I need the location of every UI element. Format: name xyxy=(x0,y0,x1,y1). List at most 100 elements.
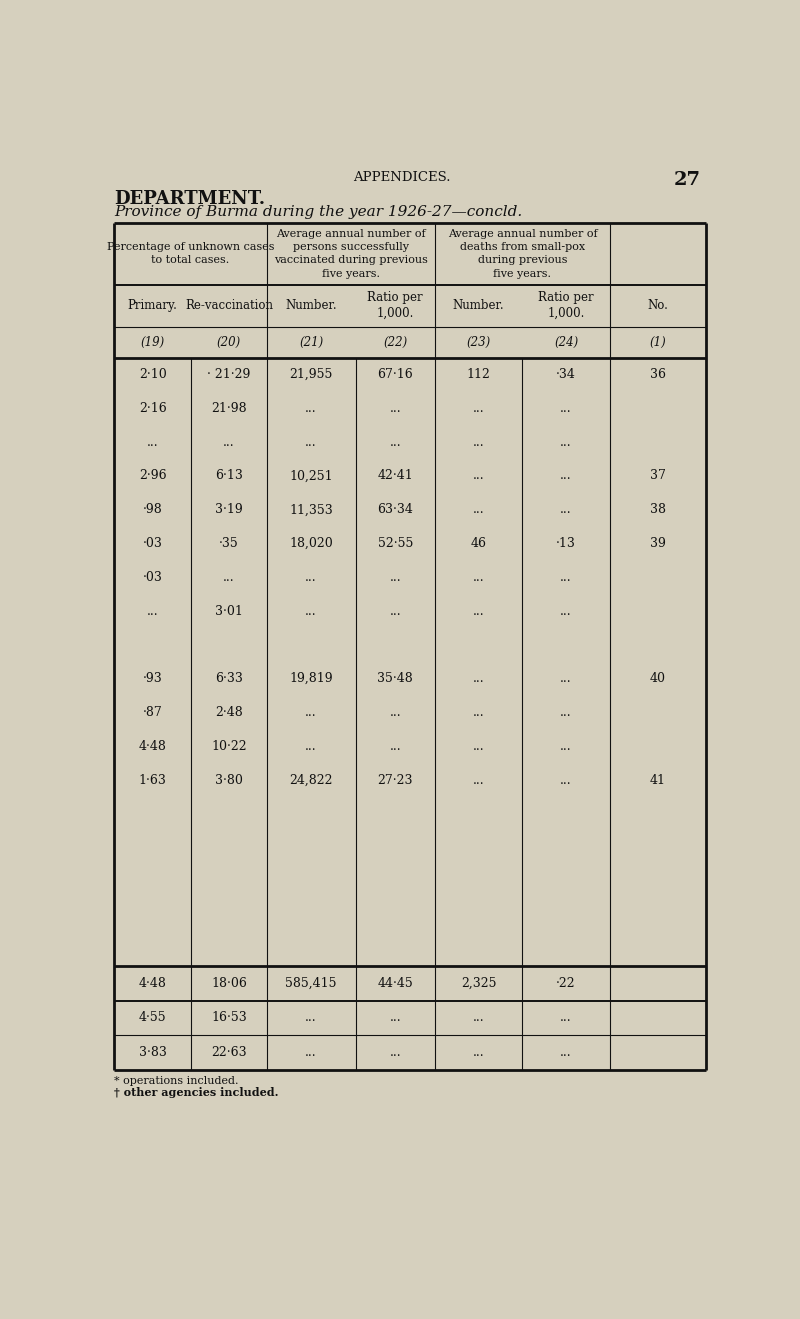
Text: 18,020: 18,020 xyxy=(290,537,333,550)
Text: † other agencies included.: † other agencies included. xyxy=(114,1087,278,1097)
Text: 19,819: 19,819 xyxy=(290,673,333,686)
Text: ...: ... xyxy=(473,1012,485,1025)
Text: ...: ... xyxy=(560,740,572,753)
Text: ...: ... xyxy=(306,706,317,719)
Text: ...: ... xyxy=(306,740,317,753)
Text: ...: ... xyxy=(560,470,572,483)
Text: ...: ... xyxy=(147,604,158,617)
Text: 6·33: 6·33 xyxy=(215,673,243,686)
Text: 35·48: 35·48 xyxy=(378,673,413,686)
Text: (19): (19) xyxy=(141,336,165,348)
Text: Percentage of unknown cases
to total cases.: Percentage of unknown cases to total cas… xyxy=(106,243,274,265)
Text: ...: ... xyxy=(473,504,485,516)
Text: ...: ... xyxy=(306,435,317,448)
Text: ·03: ·03 xyxy=(142,537,162,550)
Text: 24,822: 24,822 xyxy=(290,774,333,786)
Text: ...: ... xyxy=(223,435,235,448)
Text: ...: ... xyxy=(560,673,572,686)
Text: 2,325: 2,325 xyxy=(461,977,496,989)
Text: 2·16: 2·16 xyxy=(139,402,166,415)
Text: Ratio per
1,000.: Ratio per 1,000. xyxy=(367,291,423,321)
Text: Number.: Number. xyxy=(286,299,337,313)
Text: ...: ... xyxy=(560,571,572,584)
Text: ...: ... xyxy=(147,435,158,448)
Text: Average annual number of
deaths from small-pox
during previous
five years.: Average annual number of deaths from sma… xyxy=(447,230,597,278)
Text: ...: ... xyxy=(560,1012,572,1025)
Text: 63·34: 63·34 xyxy=(378,504,414,516)
Text: ...: ... xyxy=(390,706,401,719)
Text: ...: ... xyxy=(390,435,401,448)
Text: ...: ... xyxy=(560,774,572,786)
Text: 3·83: 3·83 xyxy=(138,1046,166,1059)
Text: 27·23: 27·23 xyxy=(378,774,413,786)
Text: ·34: ·34 xyxy=(556,368,576,381)
Text: 37: 37 xyxy=(650,470,666,483)
Text: (20): (20) xyxy=(217,336,241,348)
Text: 4·55: 4·55 xyxy=(139,1012,166,1025)
Text: ...: ... xyxy=(560,1046,572,1059)
Text: · 21·29: · 21·29 xyxy=(207,368,250,381)
Text: * operations included.: * operations included. xyxy=(114,1076,238,1086)
Text: (22): (22) xyxy=(383,336,407,348)
Text: 42·41: 42·41 xyxy=(378,470,413,483)
Text: ...: ... xyxy=(306,571,317,584)
Text: ·98: ·98 xyxy=(143,504,162,516)
Text: ...: ... xyxy=(473,470,485,483)
Text: 112: 112 xyxy=(466,368,490,381)
Text: ...: ... xyxy=(306,1012,317,1025)
Text: 40: 40 xyxy=(650,673,666,686)
Text: ...: ... xyxy=(473,706,485,719)
Text: 16·53: 16·53 xyxy=(211,1012,247,1025)
Text: Number.: Number. xyxy=(453,299,505,313)
Text: ...: ... xyxy=(473,1046,485,1059)
Text: ...: ... xyxy=(390,604,401,617)
Text: ...: ... xyxy=(306,402,317,415)
Text: (23): (23) xyxy=(466,336,490,348)
Text: ·87: ·87 xyxy=(143,706,162,719)
Text: 52·55: 52·55 xyxy=(378,537,413,550)
Text: ...: ... xyxy=(560,706,572,719)
Text: ...: ... xyxy=(560,504,572,516)
Text: 44·45: 44·45 xyxy=(378,977,413,989)
Text: 18·06: 18·06 xyxy=(211,977,247,989)
Text: ·03: ·03 xyxy=(142,571,162,584)
Text: ...: ... xyxy=(223,571,235,584)
Text: 21,955: 21,955 xyxy=(290,368,333,381)
Text: 41: 41 xyxy=(650,774,666,786)
Text: Ratio per
1,000.: Ratio per 1,000. xyxy=(538,291,594,321)
Text: ...: ... xyxy=(560,435,572,448)
Text: 6·13: 6·13 xyxy=(215,470,243,483)
Text: DEPARTMENT.: DEPARTMENT. xyxy=(114,190,265,208)
Text: 46: 46 xyxy=(470,537,486,550)
Text: ·93: ·93 xyxy=(143,673,162,686)
Text: 4·48: 4·48 xyxy=(138,740,166,753)
Text: No.: No. xyxy=(647,299,669,313)
Text: ...: ... xyxy=(560,604,572,617)
Text: 3·01: 3·01 xyxy=(215,604,243,617)
Text: Province of Burma during the year 1926-27—concld.: Province of Burma during the year 1926-2… xyxy=(114,206,522,219)
Text: 2·48: 2·48 xyxy=(215,706,243,719)
Text: (24): (24) xyxy=(554,336,578,348)
Text: 27: 27 xyxy=(674,171,701,190)
Text: ...: ... xyxy=(473,774,485,786)
Text: ...: ... xyxy=(390,1046,401,1059)
Text: ...: ... xyxy=(306,604,317,617)
Text: 3·80: 3·80 xyxy=(215,774,243,786)
Text: ...: ... xyxy=(473,740,485,753)
Text: 22·63: 22·63 xyxy=(211,1046,247,1059)
Text: 21·98: 21·98 xyxy=(211,402,247,415)
Text: ...: ... xyxy=(560,402,572,415)
Text: ·22: ·22 xyxy=(556,977,576,989)
Text: ...: ... xyxy=(390,740,401,753)
Text: ...: ... xyxy=(473,571,485,584)
Text: ...: ... xyxy=(306,1046,317,1059)
Text: 10·22: 10·22 xyxy=(211,740,247,753)
Text: ·35: ·35 xyxy=(219,537,239,550)
Text: 2·96: 2·96 xyxy=(139,470,166,483)
Text: 10,251: 10,251 xyxy=(290,470,333,483)
Text: Primary.: Primary. xyxy=(128,299,178,313)
Text: ...: ... xyxy=(390,1012,401,1025)
Text: 4·48: 4·48 xyxy=(138,977,166,989)
Text: (1): (1) xyxy=(650,336,666,348)
Text: 585,415: 585,415 xyxy=(286,977,337,989)
